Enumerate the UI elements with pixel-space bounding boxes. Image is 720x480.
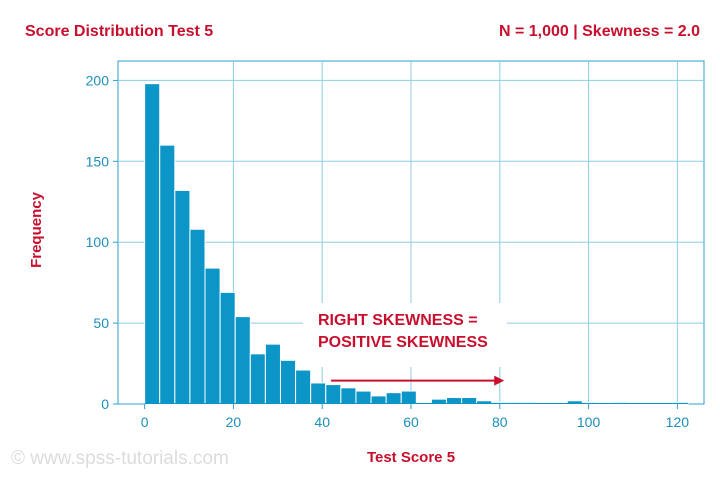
histogram-bar: [627, 403, 644, 406]
histogram-bar: [536, 403, 553, 406]
x-tick-label: 0: [141, 414, 149, 430]
x-tick-label: 120: [666, 414, 690, 430]
chart-title: Score Distribution Test 5: [25, 23, 213, 40]
x-tick-label: 100: [577, 414, 601, 430]
histogram-bar: [264, 343, 281, 405]
annotation-box: [303, 303, 507, 367]
annotation-text: POSITIVE SKEWNESS: [318, 334, 488, 351]
y-tick-label: 150: [86, 153, 110, 169]
histogram-bar: [310, 382, 327, 405]
histogram-bar: [400, 390, 417, 405]
y-tick-label: 200: [86, 72, 110, 88]
histogram-bar: [385, 392, 402, 405]
arrow-head-icon: [494, 375, 505, 386]
x-tick-label: 40: [314, 414, 330, 430]
histogram-bar: [657, 403, 674, 406]
chart-subtitle: N = 1,000 | Skewness = 2.0: [499, 23, 700, 40]
x-tick-label: 80: [492, 414, 508, 430]
x-tick-label: 60: [403, 414, 419, 430]
y-tick-label: 100: [86, 234, 110, 250]
histogram-bar: [370, 395, 387, 405]
histogram-bar: [551, 403, 568, 406]
histogram-bar: [204, 267, 221, 405]
histogram-bar: [174, 189, 191, 405]
histogram-bar: [340, 387, 357, 405]
annotation-group: RIGHT SKEWNESS = POSITIVE SKEWNESS: [303, 303, 507, 386]
histogram-bar: [325, 384, 342, 405]
y-tick-label: 0: [101, 396, 109, 412]
histogram-bar: [642, 403, 659, 406]
histogram-bar: [189, 228, 206, 405]
histogram-bar: [596, 403, 614, 406]
histogram-bar: [249, 353, 266, 405]
y-axis-title: Frequency: [28, 191, 45, 268]
histogram-bar: [415, 403, 432, 406]
x-axis-ticks: 0 20 40 60 80 100 120: [141, 404, 690, 430]
histogram-bar: [234, 316, 251, 405]
histogram-bar: [355, 390, 372, 405]
annotation-text: RIGHT SKEWNESS =: [318, 312, 478, 329]
histogram-bar: [219, 291, 236, 405]
histogram-bar: [159, 144, 176, 405]
histogram-bar: [295, 369, 312, 405]
y-tick-label: 50: [93, 315, 109, 331]
y-axis-ticks: 0 50 100 150 200: [86, 72, 118, 412]
watermark: © www.spss-tutorials.com: [11, 448, 229, 469]
histogram-bar: [144, 83, 161, 405]
histogram-bars: [144, 83, 689, 406]
histogram-bar: [279, 359, 297, 405]
x-tick-label: 20: [226, 414, 242, 430]
x-axis-title: Test Score 5: [367, 449, 455, 466]
